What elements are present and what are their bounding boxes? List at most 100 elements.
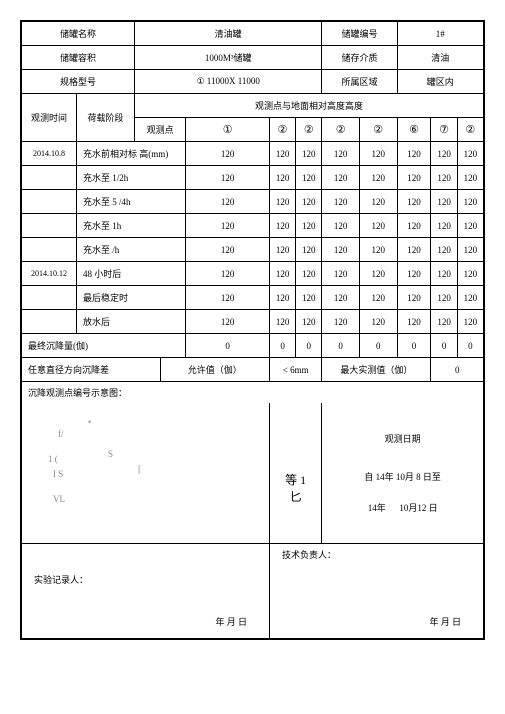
diagram-left: f/ 1 ( I S VL S [ •	[22, 403, 270, 543]
row-label: 充水至 5 /4h	[77, 190, 186, 214]
cell-value: 120	[322, 214, 360, 238]
col-4: ②	[322, 118, 360, 142]
diff-max-val: 0	[431, 358, 484, 382]
row-date	[22, 310, 77, 334]
col-6: ⑥	[397, 118, 431, 142]
cell-value: 120	[269, 166, 295, 190]
date-line2-y: 14年	[368, 503, 386, 513]
row-label: 充水至 1/2h	[77, 166, 186, 190]
final-v: 0	[322, 334, 360, 358]
final-v: 0	[431, 334, 457, 358]
cell-value: 120	[186, 310, 270, 334]
cell-value: 120	[186, 214, 270, 238]
diag-c1: 等 1	[276, 471, 315, 488]
cell-value: 120	[431, 238, 457, 262]
cell-value: 120	[431, 190, 457, 214]
row-label: 充水至 1h	[77, 214, 186, 238]
cell-value: 120	[186, 166, 270, 190]
final-v: 0	[186, 334, 270, 358]
diff-allow-val: < 6mm	[269, 358, 321, 382]
obs-point-label: 观测点	[135, 118, 186, 142]
diag-f5: S	[108, 449, 113, 459]
cell-value: 120	[186, 262, 270, 286]
cell-value: 120	[457, 286, 483, 310]
cell-value: 120	[431, 286, 457, 310]
cell-value: 120	[397, 142, 431, 166]
final-label: 最终沉降量(伽)	[22, 334, 186, 358]
row-date	[22, 238, 77, 262]
row-date	[22, 166, 77, 190]
cell-value: 120	[397, 310, 431, 334]
diag-f6: [	[138, 464, 141, 474]
date-title: 观测日期	[330, 432, 475, 445]
cell-value: 120	[322, 310, 360, 334]
cell-value: 120	[359, 262, 397, 286]
col-3: ②	[296, 118, 322, 142]
diff-allow-label: 允许值（伽）	[160, 358, 269, 382]
cell-value: 120	[296, 310, 322, 334]
cell-value: 120	[397, 238, 431, 262]
area-value: 罐区内	[397, 70, 483, 94]
cell-value: 120	[296, 190, 322, 214]
row-label: 放水后	[77, 310, 186, 334]
cell-value: 120	[322, 142, 360, 166]
obs-time-label: 观测时间	[22, 94, 77, 142]
diag-f4: VL	[53, 494, 65, 504]
cell-value: 120	[186, 142, 270, 166]
diagram-title: 沉降观测点编号示意图：	[22, 382, 484, 404]
row-label: 48 小时后	[77, 262, 186, 286]
final-v: 0	[269, 334, 295, 358]
cell-value: 120	[186, 238, 270, 262]
cell-value: 120	[431, 214, 457, 238]
vol-value: 1000M³储罐	[135, 46, 322, 70]
cell-value: 120	[397, 286, 431, 310]
cell-value: 120	[359, 238, 397, 262]
cell-value: 120	[359, 166, 397, 190]
final-v: 0	[359, 334, 397, 358]
sig-right-label: 技术负责人：	[282, 548, 336, 561]
diff-label: 任意直径方向沉降差	[22, 358, 161, 382]
final-v: 0	[397, 334, 431, 358]
diag-f2: 1 (	[48, 454, 58, 464]
cell-value: 120	[269, 190, 295, 214]
row-date: 2014.10.12	[22, 262, 77, 286]
sig-left-ymd: 年 月 日	[215, 615, 247, 628]
row-label: 充水至 /h	[77, 238, 186, 262]
sig-right: 技术负责人： 年 月 日	[269, 543, 483, 638]
date-line2-md: 10月12 日	[399, 503, 437, 513]
name-label: 储罐名称	[22, 22, 135, 46]
cell-value: 120	[359, 190, 397, 214]
cell-value: 120	[322, 190, 360, 214]
date-box: 观测日期 自 14年 10月 8 日至 14年 10月12 日	[322, 403, 484, 543]
cell-value: 120	[269, 286, 295, 310]
cell-value: 120	[269, 262, 295, 286]
area-label: 所属区域	[322, 70, 397, 94]
cell-value: 120	[457, 310, 483, 334]
col-8: ②	[457, 118, 483, 142]
cell-value: 120	[296, 166, 322, 190]
spec-label: 规格型号	[22, 70, 135, 94]
id-label: 储罐编号	[322, 22, 397, 46]
cell-value: 120	[269, 310, 295, 334]
row-label: 充水前相对标 高(mm)	[77, 142, 186, 166]
col-2: ②	[269, 118, 295, 142]
row-date: 2014.10.8	[22, 142, 77, 166]
cell-value: 120	[296, 238, 322, 262]
cell-value: 120	[457, 142, 483, 166]
cell-value: 120	[269, 214, 295, 238]
col-1: ①	[186, 118, 270, 142]
cell-value: 120	[431, 166, 457, 190]
cell-value: 120	[431, 310, 457, 334]
diag-c2: 匕	[276, 488, 315, 505]
cell-value: 120	[359, 142, 397, 166]
row-date	[22, 286, 77, 310]
cell-value: 120	[397, 190, 431, 214]
diag-f3: I S	[53, 469, 63, 479]
sig-left: 实验记录人： 年 月 日	[22, 543, 270, 638]
cell-value: 120	[457, 238, 483, 262]
date-line1: 自 14年 10月 8 日至	[330, 470, 475, 483]
cell-value: 120	[457, 190, 483, 214]
cell-value: 120	[457, 262, 483, 286]
cell-value: 120	[457, 214, 483, 238]
cell-value: 120	[186, 286, 270, 310]
